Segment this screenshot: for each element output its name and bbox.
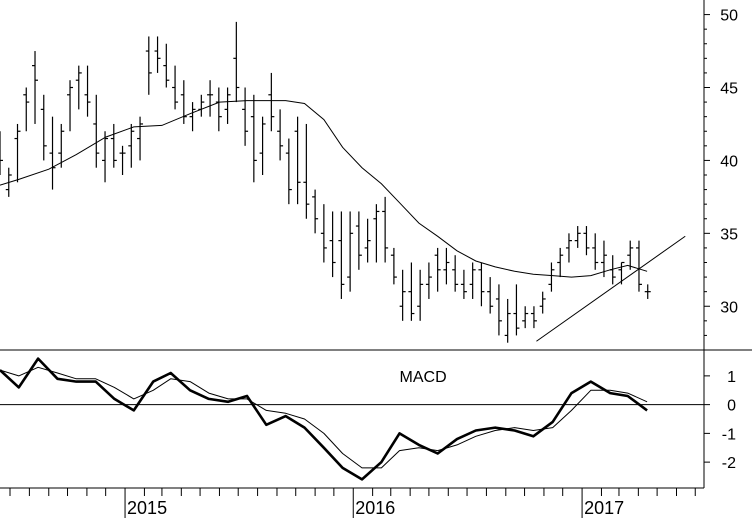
macd-signal-line [0, 366, 648, 469]
ohlc-bar [154, 36, 161, 73]
ohlc-bar [102, 131, 109, 183]
ohlc-bar [522, 306, 529, 329]
moving-average-line [0, 100, 648, 278]
ohlc-bar [539, 291, 546, 314]
ohlc-bar [452, 255, 459, 292]
ohlc-bar [268, 72, 275, 132]
ohlc-bar [40, 94, 47, 161]
ohlc-bar [75, 65, 82, 110]
axes-frame: 30 35 40 45 50 1 0 -1 -2 [0, 0, 752, 489]
ohlc-bar [390, 247, 397, 285]
ohlc-bar [163, 43, 170, 88]
ohlc-bar [128, 123, 135, 168]
ohlc-bar [233, 21, 240, 103]
x-axis: 2015 2016 2017 [9, 488, 696, 518]
ohlc-bar [504, 298, 511, 343]
ohlc-bar [250, 94, 257, 183]
ohlc-bar [312, 189, 319, 234]
ohlc-bar [0, 131, 3, 175]
ohlc-bar [399, 269, 406, 321]
ohlc-bar [627, 240, 634, 270]
ohlc-bar [32, 51, 39, 124]
ohlc-bar [574, 226, 581, 248]
ohlc-bar [49, 116, 56, 190]
ohlc-bar [189, 102, 196, 132]
ohlc-bar [303, 123, 310, 219]
ohlc-bar [329, 211, 336, 278]
ohlc-bar [224, 87, 231, 124]
ohlc-bar [172, 65, 179, 110]
price-tick-label: 30 [720, 299, 738, 316]
ohlc-bar [635, 240, 642, 292]
macd-line [0, 357, 648, 481]
ohlc-bar [320, 204, 327, 263]
ohlc-bar [67, 80, 74, 132]
ohlc-bar [58, 123, 65, 168]
trendline [536, 235, 686, 342]
x-tick-label: 2016 [355, 498, 395, 518]
macd-tick-label: 0 [727, 398, 736, 415]
ohlc-bar [469, 262, 476, 299]
price-tick-label: 40 [720, 153, 738, 170]
ohlc-bar [145, 36, 152, 95]
ohlc-bar [137, 116, 144, 161]
ohlc-bar [443, 247, 450, 285]
ohlc-bar [259, 116, 266, 175]
ohlc-bar [565, 233, 572, 263]
ohlc-bar [478, 262, 485, 307]
ohlc-bar [425, 262, 432, 299]
ohlc-bar [355, 211, 362, 270]
ohlc-bar [364, 218, 371, 263]
ohlc-bar [495, 284, 502, 336]
ohlc-bar [294, 116, 301, 205]
ohlc-bar [93, 94, 100, 168]
price-tick-label: 50 [720, 8, 738, 25]
ohlc-bar [583, 226, 590, 256]
x-tick-label: 2015 [127, 498, 167, 518]
ohlc-bar [207, 80, 214, 117]
ohlc-bar [338, 211, 345, 299]
ohlc-bar [487, 277, 494, 314]
macd-panel: MACD [0, 357, 704, 481]
ohlc-bar [285, 138, 292, 205]
ohlc-bar [242, 87, 249, 146]
ohlc-bar [513, 284, 520, 336]
macd-tick-label: -2 [722, 455, 736, 472]
ohlc-bar [600, 240, 607, 278]
ohlc-bar [215, 87, 222, 132]
ohlc-bar [110, 123, 117, 168]
ohlc-bar [14, 123, 21, 183]
ohlc-bar [347, 211, 354, 292]
ohlc-bar [277, 109, 284, 161]
ohlc-bar [460, 269, 467, 299]
ohlc-bar [434, 247, 441, 292]
ohlc-bar [84, 65, 91, 117]
price-panel [0, 21, 686, 343]
ohlc-bar [373, 204, 380, 263]
ohlc-bar [198, 94, 205, 117]
ohlc-bar [119, 145, 126, 175]
price-tick-label: 45 [720, 81, 738, 98]
macd-tick-label: -1 [722, 426, 736, 443]
ohlc-bar [23, 87, 30, 132]
ohlc-bar [530, 306, 537, 329]
ohlc-bar [408, 262, 415, 321]
macd-tick-label: 1 [727, 369, 736, 386]
price-tick-label: 35 [720, 226, 738, 243]
ohlc-bar [644, 284, 651, 299]
x-tick-label: 2017 [584, 498, 624, 518]
macd-label: MACD [400, 369, 447, 386]
ohlc-bar [592, 233, 599, 270]
ohlc-bar [417, 269, 424, 321]
ohlc-bar [548, 262, 555, 292]
ohlc-bar [382, 196, 389, 263]
ohlc-bar [557, 247, 564, 278]
